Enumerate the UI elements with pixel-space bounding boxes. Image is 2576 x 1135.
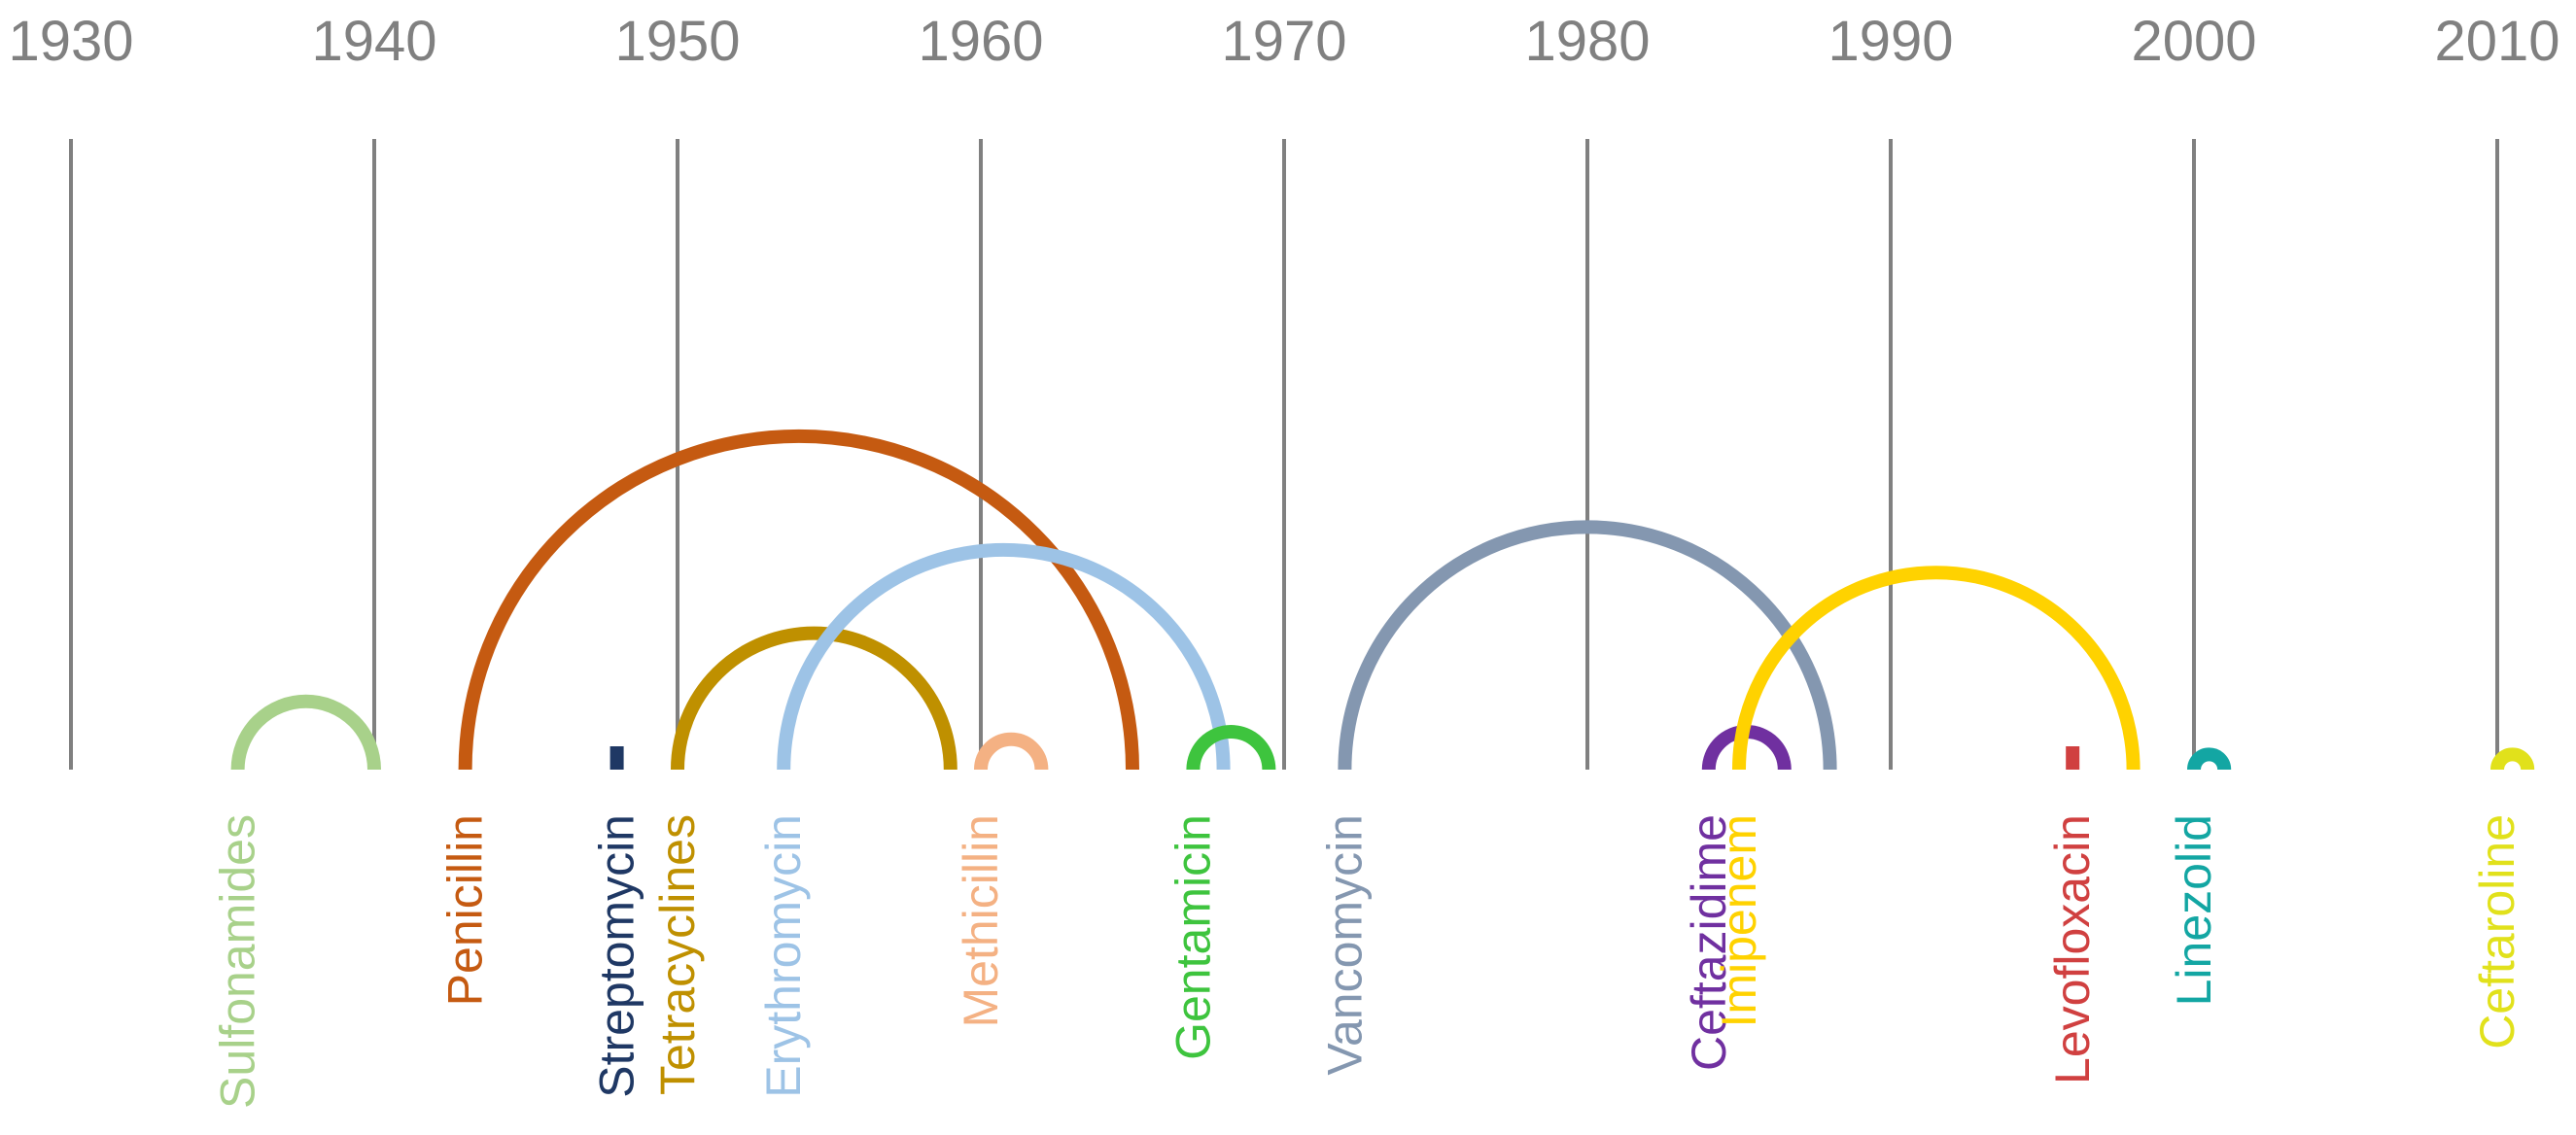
imipenem-label: Imipenem	[1712, 814, 1766, 1028]
tetracyclines-label: Tetracyclines	[650, 814, 705, 1095]
year-label-1950: 1950	[614, 10, 740, 73]
year-label-1980: 1980	[1524, 10, 1650, 73]
year-label-1940: 1940	[311, 10, 436, 73]
ceftaroline-arc	[2490, 747, 2535, 771]
year-axis-labels: 1930 1940 1950 1960 1970 1980 1990 2000 2010	[8, 10, 2559, 73]
gentamicin-arc	[1186, 725, 1276, 771]
vancomycin-arc	[1338, 520, 1837, 771]
drug-labels: Sulfonamides Penicillin Streptomycin Tetrac…	[211, 814, 2524, 1109]
linezolid-arc	[2187, 747, 2232, 771]
year-label-2000: 2000	[2131, 10, 2256, 73]
erythromycin-arc	[777, 542, 1231, 771]
imipenem-arc	[1732, 566, 2141, 771]
year-label-1960: 1960	[918, 10, 1043, 73]
streptomycin-arc	[609, 746, 624, 770]
arc-marks	[230, 429, 2535, 771]
linezolid-label: Linezolid	[2167, 814, 2221, 1006]
year-label-1970: 1970	[1221, 10, 1346, 73]
penicillin-label: Penicillin	[438, 814, 493, 1006]
ceftazidime-label: Ceftazidime	[1682, 814, 1736, 1071]
levofloxacin-arc	[2066, 746, 2080, 770]
year-label-1930: 1930	[8, 10, 133, 73]
tetracyclines-arc	[671, 626, 957, 771]
year-label-1990: 1990	[1828, 10, 1953, 73]
gentamicin-label: Gentamicin	[1166, 814, 1220, 1060]
ceftaroline-label: Ceftaroline	[2470, 814, 2524, 1049]
erythromycin-label: Erythromycin	[756, 814, 811, 1098]
sulfonamides-arc	[230, 694, 381, 771]
methicillin-arc	[974, 732, 1049, 771]
levofloxacin-label: Levofloxacin	[2045, 814, 2100, 1084]
streptomycin-label: Streptomycin	[590, 814, 644, 1098]
penicillin-arc	[458, 429, 1139, 771]
vancomycin-label: Vancomycin	[1317, 814, 1372, 1076]
year-label-2010: 2010	[2434, 10, 2559, 73]
methicillin-label: Methicillin	[954, 814, 1008, 1028]
sulfonamides-label: Sulfonamides	[211, 814, 265, 1109]
gridlines	[69, 139, 2499, 770]
